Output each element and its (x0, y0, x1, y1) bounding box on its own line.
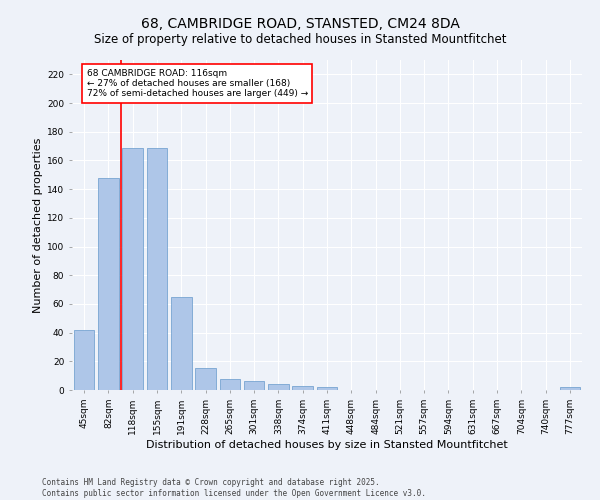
Text: Contains HM Land Registry data © Crown copyright and database right 2025.
Contai: Contains HM Land Registry data © Crown c… (42, 478, 426, 498)
Bar (220, 378, 240, 390)
Bar (195, 368, 216, 390)
X-axis label: Distribution of detached houses by size in Stansted Mountfitchet: Distribution of detached houses by size … (146, 440, 508, 450)
Bar (268, 384, 289, 390)
Bar (560, 387, 580, 390)
Bar (292, 386, 313, 390)
Bar (244, 382, 265, 390)
Bar (98, 178, 119, 390)
Text: Size of property relative to detached houses in Stansted Mountfitchet: Size of property relative to detached ho… (94, 32, 506, 46)
Bar (122, 148, 143, 390)
Bar (74, 330, 94, 390)
Y-axis label: Number of detached properties: Number of detached properties (33, 138, 43, 312)
Bar (171, 296, 191, 390)
Bar (317, 387, 337, 390)
Text: 68 CAMBRIDGE ROAD: 116sqm
← 27% of detached houses are smaller (168)
72% of semi: 68 CAMBRIDGE ROAD: 116sqm ← 27% of detac… (86, 68, 308, 98)
Text: 68, CAMBRIDGE ROAD, STANSTED, CM24 8DA: 68, CAMBRIDGE ROAD, STANSTED, CM24 8DA (140, 18, 460, 32)
Bar (146, 148, 167, 390)
